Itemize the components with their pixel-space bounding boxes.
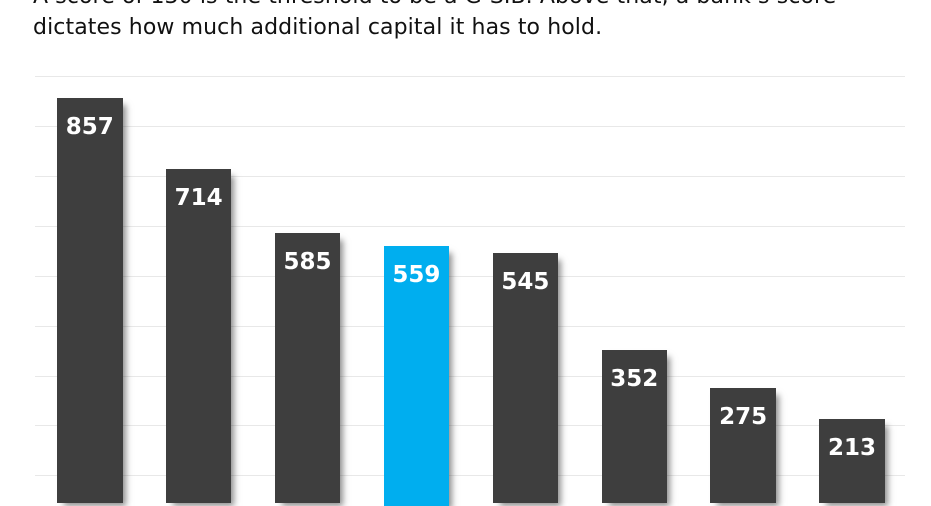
bar-value-label: 545 bbox=[501, 269, 550, 296]
gridline bbox=[35, 375, 905, 377]
bar: 275 bbox=[710, 387, 776, 504]
bar-value-label: 714 bbox=[174, 185, 223, 212]
gridline bbox=[35, 126, 905, 128]
bar-highlighted: 559 bbox=[383, 246, 450, 506]
bar: 585 bbox=[274, 233, 341, 504]
gridline bbox=[35, 226, 905, 227]
bar-value-label: 213 bbox=[828, 434, 877, 461]
gridline bbox=[35, 475, 905, 477]
chart-title-line2: dictates how much additional capital it … bbox=[33, 15, 603, 40]
gridline bbox=[35, 275, 905, 277]
bar-value-label: 585 bbox=[283, 249, 332, 276]
gridline bbox=[35, 425, 905, 427]
bar: 352 bbox=[601, 349, 667, 504]
gridline bbox=[35, 325, 905, 327]
chart-title: A score of 130 is the threshold to be a … bbox=[33, 0, 928, 43]
chart-title-line1: A score of 130 is the threshold to be a … bbox=[33, 0, 928, 12]
bar-value-label: 352 bbox=[610, 365, 659, 392]
bar-value-label: 559 bbox=[392, 262, 441, 289]
gridline bbox=[35, 76, 905, 78]
gridline bbox=[35, 176, 905, 178]
bar: 213 bbox=[819, 418, 885, 504]
bar: 714 bbox=[165, 169, 232, 504]
bar: 857 bbox=[57, 97, 123, 504]
bar-value-label: 275 bbox=[719, 403, 768, 430]
bar-value-label: 857 bbox=[65, 113, 114, 140]
bar: 545 bbox=[492, 253, 559, 504]
